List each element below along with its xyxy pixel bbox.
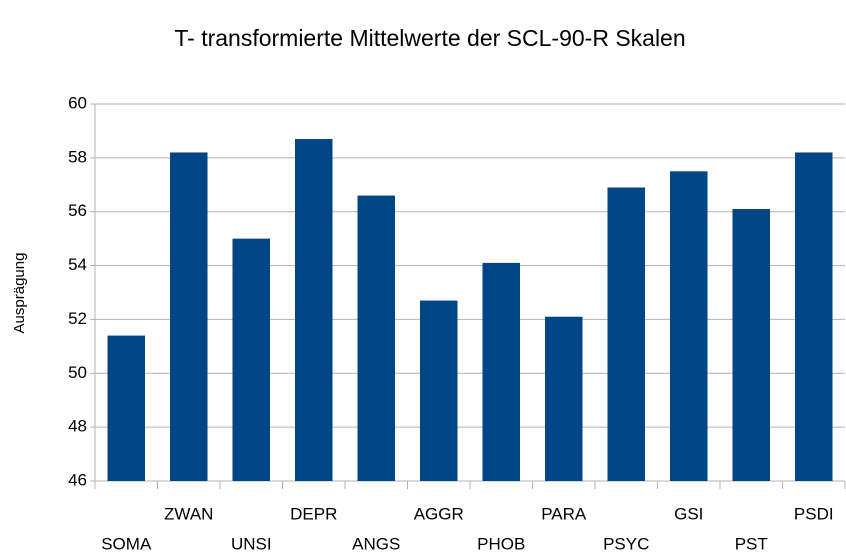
y-tick-label: 46 <box>68 470 87 489</box>
x-tick-label: UNSI <box>231 534 272 553</box>
y-tick-label: 56 <box>68 201 87 220</box>
bar <box>357 195 395 482</box>
bar <box>295 139 333 481</box>
bar <box>170 152 208 481</box>
y-tick-label: 60 <box>68 93 87 112</box>
x-tick-label: PSYC <box>603 534 649 553</box>
x-tick-label: DEPR <box>290 504 337 523</box>
x-tick-label: PARA <box>541 504 587 523</box>
bar <box>232 238 270 481</box>
x-tick-label: PHOB <box>477 534 525 553</box>
x-tick-label: ANGS <box>352 534 400 553</box>
x-tick-label: PST <box>735 534 768 553</box>
x-tick-label: AGGR <box>414 504 464 523</box>
x-tick-label: GSI <box>674 504 703 523</box>
x-tick-label: PSDI <box>794 504 834 523</box>
chart-title: T- transformierte Mittelwerte der SCL-90… <box>174 25 685 51</box>
bar <box>732 209 770 481</box>
y-axis-label: Ausprägung <box>11 253 28 334</box>
bar <box>545 316 583 481</box>
y-tick-label: 48 <box>68 417 87 436</box>
bar <box>107 335 145 481</box>
x-tick-label: SOMA <box>101 534 152 553</box>
bar <box>670 171 708 482</box>
bar <box>482 262 520 481</box>
bar <box>420 300 458 481</box>
y-tick-label: 54 <box>68 255 87 274</box>
y-tick-label: 50 <box>68 363 87 382</box>
y-tick-label: 52 <box>68 309 87 328</box>
bar <box>795 152 833 481</box>
bar <box>607 187 645 481</box>
y-tick-label: 58 <box>68 147 87 166</box>
x-tick-label: ZWAN <box>164 504 213 523</box>
